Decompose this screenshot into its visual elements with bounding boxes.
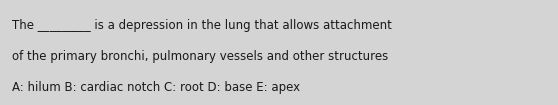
Text: of the primary bronchi, pulmonary vessels and other structures: of the primary bronchi, pulmonary vessel… xyxy=(12,50,388,63)
Text: The _________ is a depression in the lung that allows attachment: The _________ is a depression in the lun… xyxy=(12,19,392,32)
Text: A: hilum B: cardiac notch C: root D: base E: apex: A: hilum B: cardiac notch C: root D: bas… xyxy=(12,81,300,94)
